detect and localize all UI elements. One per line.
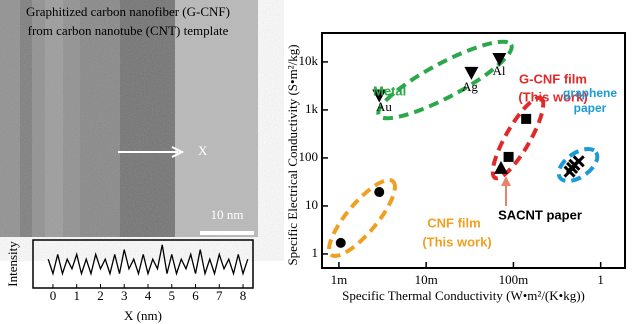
series-label: SACNT paper — [498, 207, 582, 222]
x-tick-label: 0 — [50, 288, 57, 303]
x-tick-label: 8 — [240, 288, 247, 303]
series-label: CNF film — [427, 215, 480, 230]
x-tick-label: 7 — [216, 288, 223, 303]
y-tick-label: 100 — [299, 149, 319, 164]
figure: Graphitized carbon nanofiber (G-CNF) fro… — [0, 0, 642, 324]
x-tick-label: 1 — [73, 288, 80, 303]
series — [504, 114, 532, 162]
x-axis-label: Specific Thermal Conductivity (W•m²/(K•k… — [342, 288, 585, 303]
series-label: G-CNF film — [519, 71, 587, 86]
point-label: Al — [493, 63, 506, 78]
x-tick-label: 1m — [331, 272, 348, 287]
caption: Graphitized carbon nanofiber (G-CNF) — [26, 4, 230, 19]
y-tick-label: 10 — [305, 197, 318, 212]
point — [521, 114, 531, 124]
x-tick-label: 2 — [97, 288, 104, 303]
caption: from carbon nanotube (CNT) template — [28, 23, 229, 38]
y-axis-label: Intensity — [5, 241, 20, 287]
point — [504, 152, 514, 162]
y-tick-label: 1k — [305, 101, 319, 116]
x-tick-label: 1 — [597, 272, 604, 287]
intensity-line — [48, 245, 248, 274]
series-label: Metal — [373, 83, 406, 98]
series-label: graphene paper — [560, 86, 620, 122]
page: Graphitized carbon nanofiber (G-CNF) fro… — [0, 0, 642, 324]
x-tick-label: 5 — [168, 288, 175, 303]
arrow-label: X — [198, 143, 208, 158]
x-tick-label: 6 — [192, 288, 199, 303]
y-axis-label: Specific Electrical Conductivity (S•m²/k… — [285, 44, 300, 265]
scale-bar-label: 10 nm — [211, 207, 244, 222]
x-tick-label: 100m — [499, 272, 529, 287]
point — [374, 187, 384, 197]
series-label: graphene paper — [560, 86, 620, 116]
series-note: (This work) — [422, 234, 491, 249]
y-tick-label: 1 — [312, 245, 319, 260]
x-tick-label: 3 — [121, 288, 128, 303]
x-axis-label: X (nm) — [124, 308, 162, 323]
point — [336, 238, 346, 248]
series — [565, 156, 584, 176]
point — [464, 67, 478, 80]
x-tick-label: 4 — [145, 288, 152, 303]
x-tick-label: 10m — [415, 272, 438, 287]
point-label: Ag — [462, 79, 478, 94]
y-tick-label: 10k — [299, 53, 319, 68]
point-label: Au — [376, 99, 392, 114]
